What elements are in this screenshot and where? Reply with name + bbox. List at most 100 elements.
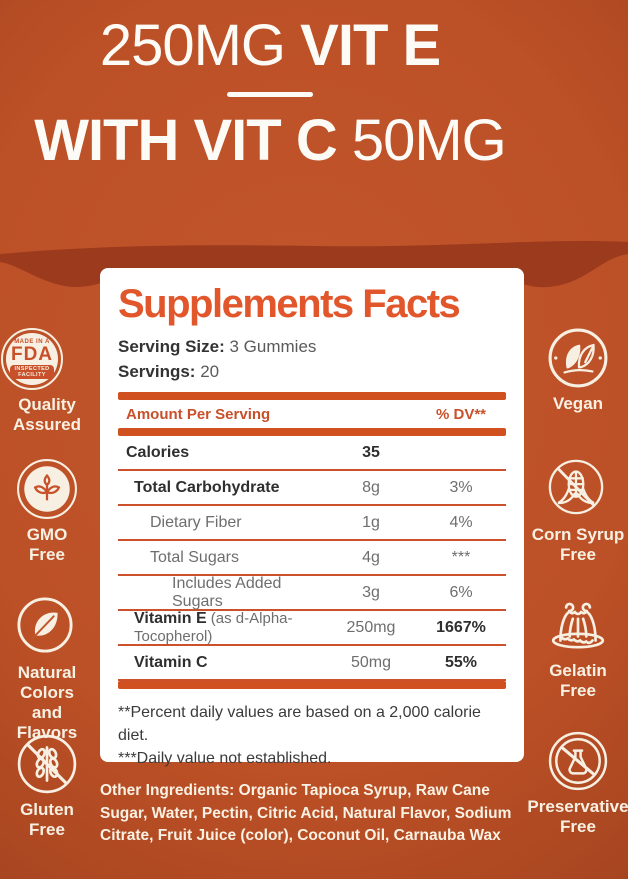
- row-name: Vitamin C: [134, 653, 208, 671]
- gluten-free-icon: [16, 733, 78, 795]
- row-dv: 6%: [449, 583, 473, 601]
- divider-bar-top: [118, 392, 506, 400]
- title-line-1: 250MG VIT E: [0, 13, 540, 79]
- badge-label: Gelatin Free: [526, 661, 628, 701]
- fda-text: FDA: [10, 344, 54, 365]
- badge-gelatin-free: Gelatin Free: [526, 594, 628, 701]
- row-amount: 50mg: [350, 653, 392, 671]
- servings-line: Servings: 20: [118, 359, 506, 384]
- table-header-row: Amount Per Serving % DV**: [118, 400, 506, 428]
- corn-syrup-free-icon: [547, 458, 609, 520]
- label-line: Corn Syrup: [531, 525, 625, 544]
- vitamin-e-name: Vitamin E: [134, 609, 207, 627]
- label-line: Free: [29, 820, 65, 839]
- fda-made-in-a: MADE IN A: [14, 339, 50, 345]
- table-row-added-sugars: Includes Added Sugars 3g 6%: [118, 574, 506, 611]
- row-name: Calories: [126, 443, 190, 461]
- label-line: Colors: [20, 683, 74, 702]
- servings-label: Servings:: [118, 362, 196, 381]
- label-line: Gluten: [20, 800, 74, 819]
- divider-bar-header: [118, 428, 506, 436]
- title-divider: [227, 91, 313, 97]
- label-line: Quality: [18, 395, 76, 414]
- table-row-vitamin-e: Vitamin E (as d-Alpha-Tocopherol) 250mg …: [118, 610, 506, 646]
- gmo-free-icon: [16, 458, 78, 520]
- supplement-facts-panel: Supplements Facts Serving Size: 3 Gummie…: [100, 268, 524, 767]
- vegan-leaves-icon: [547, 327, 609, 389]
- servings-value: 20: [200, 362, 220, 381]
- footnotes: **Percent daily values are based on a 2,…: [118, 701, 506, 770]
- row-dv: ***: [451, 548, 471, 566]
- row-dv: 1667%: [436, 618, 486, 636]
- fda-facility: FACILITY: [18, 372, 46, 378]
- badge-label: Quality Assured: [1, 395, 93, 435]
- footnote-daily-values: **Percent daily values are based on a 2,…: [118, 704, 481, 744]
- vitamin-e-note: (as d-Alpha-Tocopherol): [134, 609, 293, 645]
- label-line: Gelatin: [549, 661, 607, 680]
- title-dose-c: 50MG: [351, 107, 507, 173]
- footnote-not-established: ***Daily value not established.: [118, 750, 332, 767]
- row-name: Vitamin E (as d-Alpha-Tocopherol): [118, 610, 326, 646]
- serving-size-line: Serving Size: 3 Gummies: [118, 334, 506, 359]
- table-row-calories: Calories 35: [118, 436, 506, 471]
- label-line: Free: [560, 545, 596, 564]
- badge-gluten-free: Gluten Free: [1, 733, 93, 840]
- natural-leaf-icon: [16, 596, 78, 658]
- facts-heading: Supplements Facts: [118, 282, 461, 326]
- label-line: Free: [29, 545, 65, 564]
- badge-label: Natural Colors and Flavors: [1, 663, 93, 743]
- row-dv: 4%: [449, 513, 473, 531]
- row-name: Total Sugars: [150, 548, 239, 566]
- badge-label: Vegan: [526, 394, 628, 414]
- row-amount: 8g: [362, 478, 380, 496]
- badge-vegan: Vegan: [526, 327, 628, 414]
- row-dv: 3%: [449, 478, 473, 496]
- label-line: Free: [560, 681, 596, 700]
- row-amount: 35: [362, 443, 380, 461]
- label-line: GMO: [26, 525, 68, 544]
- table-row-vitamin-c: Vitamin C 50mg 55%: [118, 646, 506, 681]
- badge-label: Gluten Free: [1, 800, 93, 840]
- label-line: Preservative: [527, 797, 628, 816]
- badge-gmo-free: GMO Free: [1, 458, 93, 565]
- fda-stamp-icon: MADE IN A FDA INSPECTED FACILITY: [1, 328, 63, 390]
- fda-inspected-facility: INSPECTED FACILITY: [10, 365, 54, 379]
- gelatin-free-icon: [547, 594, 609, 656]
- badge-preservative-free: Preservative Free: [526, 730, 628, 837]
- label-line: Vegan: [552, 394, 604, 413]
- ribbon-banner: [0, 241, 628, 288]
- badge-label: Corn Syrup Free: [526, 525, 628, 565]
- row-amount: 3g: [362, 583, 380, 601]
- badge-corn-syrup-free: Corn Syrup Free: [526, 458, 628, 565]
- col-dv: % DV**: [435, 405, 487, 423]
- fda-inspected: INSPECTED: [14, 366, 50, 372]
- title-dose-e: 250MG: [99, 13, 286, 78]
- badge-quality-assured: MADE IN A FDA INSPECTED FACILITY Quality …: [1, 328, 93, 435]
- row-amount: 4g: [362, 548, 380, 566]
- label-line: Assured: [12, 415, 82, 434]
- row-name: Includes Added Sugars: [172, 574, 282, 610]
- label-line: Free: [560, 817, 596, 836]
- row-amount: 250mg: [346, 618, 396, 636]
- label-line: and Flavors: [16, 703, 78, 742]
- divider-bar-bottom: [118, 681, 506, 689]
- title-with-vit-c: WITH VIT C: [34, 107, 338, 173]
- label-line: Natural: [17, 663, 77, 682]
- title-vit-e: VIT E: [300, 13, 441, 78]
- row-name: Dietary Fiber: [150, 513, 242, 531]
- title-line-2: WITH VIT C 50MG: [0, 107, 540, 174]
- product-title: 250MG VIT E WITH VIT C 50MG: [0, 13, 540, 174]
- fda-stamp-inner: MADE IN A FDA INSPECTED FACILITY: [6, 333, 58, 385]
- badge-label: GMO Free: [1, 525, 93, 565]
- table-row-total-carbohydrate: Total Carbohydrate 8g 3%: [118, 471, 506, 506]
- preservative-free-icon: [547, 730, 609, 792]
- other-ingredients-text: Other Ingredients: Organic Tapioca Syrup…: [100, 782, 512, 844]
- row-dv: 55%: [444, 653, 478, 671]
- badge-label: Preservative Free: [526, 797, 628, 837]
- row-name: Total Carbohydrate: [134, 478, 280, 496]
- row-amount: 1g: [362, 513, 380, 531]
- col-amount-per-serving: Amount Per Serving: [126, 405, 271, 423]
- badge-natural-colors-flavors: Natural Colors and Flavors: [1, 596, 93, 743]
- table-row-dietary-fiber: Dietary Fiber 1g 4%: [118, 506, 506, 541]
